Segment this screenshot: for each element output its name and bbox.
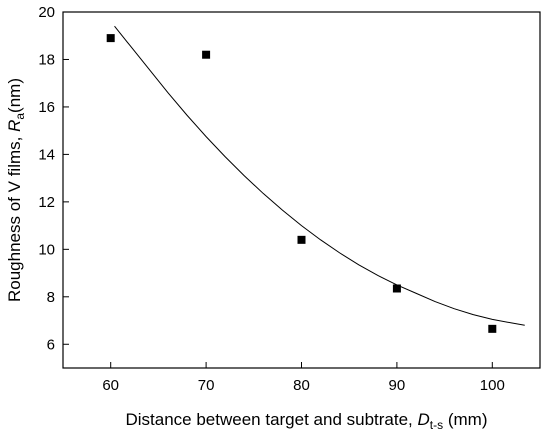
y-tick-label-10: 10 (38, 241, 55, 258)
fit-curve (114, 25, 525, 326)
y-tick-label-12: 12 (38, 194, 55, 211)
data-point-60 (106, 34, 115, 43)
plot-frame (62, 11, 541, 369)
x-axis-title-sub: t-s (430, 418, 443, 432)
x-tick-label-70: 70 (198, 377, 215, 394)
x-tick-label-90: 90 (389, 377, 406, 394)
x-axis: 60 70 80 90 100 (102, 362, 505, 394)
y-axis-title-sub: a (13, 113, 27, 120)
y-tick-label-8: 8 (47, 289, 55, 306)
data-point-90 (392, 284, 401, 293)
x-tick-label-100: 100 (480, 377, 505, 394)
y-tick-label-6: 6 (47, 336, 55, 353)
x-axis-title: Distance between target and subtrate, Dt… (125, 410, 487, 432)
y-axis-title: Roughness of V films, Ra(nm) (5, 78, 27, 302)
y-tick-label-16: 16 (38, 99, 55, 116)
data-point-70 (202, 50, 211, 59)
x-axis-title-main: Distance between target and subtrate, (125, 410, 417, 429)
y-axis-title-var: R (5, 120, 24, 132)
data-point-100 (488, 324, 497, 333)
y-axis: 6 8 10 12 14 16 18 20 (38, 4, 69, 353)
y-tick-label-14: 14 (38, 146, 55, 163)
data-points (106, 34, 497, 333)
y-tick-label-20: 20 (38, 4, 55, 21)
data-point-80 (297, 235, 306, 244)
y-axis-title-main: Roughness of V films, (5, 132, 24, 302)
x-tick-label-60: 60 (102, 377, 119, 394)
y-axis-title-unit: (nm) (5, 78, 24, 113)
x-axis-title-var: D (418, 410, 430, 429)
x-tick-label-80: 80 (293, 377, 310, 394)
x-axis-title-unit: (mm) (443, 410, 487, 429)
y-tick-label-18: 18 (38, 51, 55, 68)
